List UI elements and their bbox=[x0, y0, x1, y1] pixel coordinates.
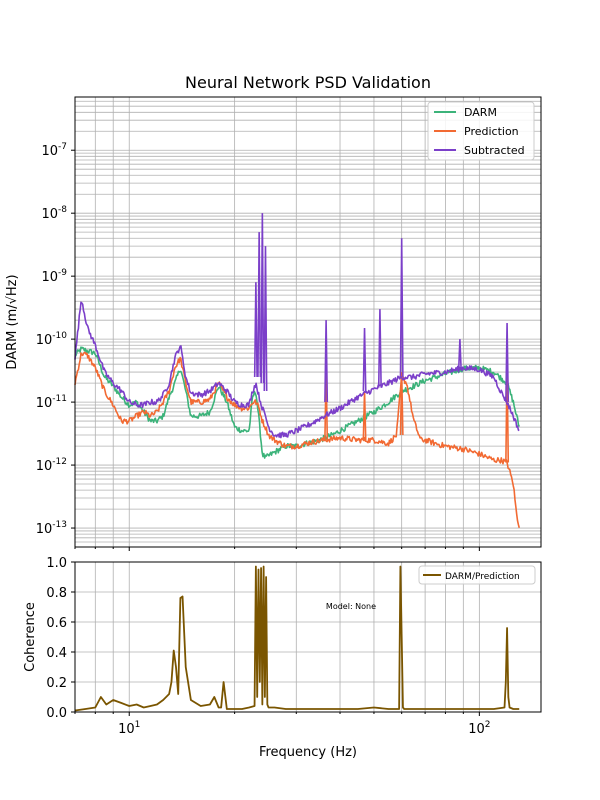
coherence-x-tick-label: 102 bbox=[468, 720, 490, 737]
model-annotation: Model: None bbox=[326, 602, 376, 611]
psd-y-tick-label: 10-7 bbox=[41, 142, 67, 159]
psd-spike-prediction bbox=[399, 372, 404, 436]
coherence-ticks: 0.0 0.2 0.4 0.6 0.8 1.0 101 102 bbox=[46, 556, 490, 737]
coherence-plot-area bbox=[74, 565, 520, 712]
psd-spike-subtracted bbox=[257, 232, 262, 378]
coherence-y-tick-label: 0.8 bbox=[46, 586, 67, 601]
psd-plot-area bbox=[74, 213, 521, 528]
psd-spike-subtracted bbox=[324, 320, 329, 403]
coherence-y-tick-label: 0.6 bbox=[46, 616, 67, 631]
coherence-series bbox=[74, 565, 520, 712]
coherence-x-axis-label: Frequency (Hz) bbox=[259, 745, 357, 760]
psd-y-tick-label: 10-9 bbox=[41, 268, 67, 285]
psd-legend: DARM Prediction Subtracted bbox=[427, 101, 535, 161]
coherence-line bbox=[74, 565, 520, 712]
psd-line-subtracted bbox=[74, 301, 520, 439]
coherence-legend-entry: DARM/Prediction bbox=[445, 572, 520, 582]
psd-legend-entry: Prediction bbox=[464, 125, 519, 138]
psd-ticks: 10-13 10-12 10-11 10-10 10-9 10-8 10-7 bbox=[36, 142, 480, 551]
coherence-y-tick-label: 0.0 bbox=[46, 706, 67, 721]
psd-y-tick-label: 10-12 bbox=[36, 457, 67, 474]
coherence-y-tick-label: 1.0 bbox=[46, 556, 67, 571]
coherence-x-tick-label: 101 bbox=[118, 720, 140, 737]
psd-spike-subtracted bbox=[377, 309, 382, 388]
psd-series-darm bbox=[74, 346, 520, 459]
psd-spike-subtracted bbox=[399, 238, 404, 378]
psd-y-tick-label: 10-13 bbox=[36, 520, 67, 537]
psd-y-axis-label: DARM (m/√Hz) bbox=[5, 274, 20, 369]
psd-legend-entry: Subtracted bbox=[464, 144, 525, 157]
psd-panel: 10-13 10-12 10-11 10-10 10-9 10-8 10-7 Neural … bbox=[5, 73, 542, 551]
coherence-y-tick-label: 0.2 bbox=[46, 676, 67, 691]
psd-grid bbox=[74, 96, 541, 548]
psd-y-tick-label: 10-8 bbox=[41, 205, 67, 222]
psd-spike-subtracted bbox=[263, 246, 268, 392]
psd-axes-frame bbox=[74, 96, 542, 548]
coherence-legend-box bbox=[418, 565, 536, 585]
psd-spike-subtracted bbox=[457, 339, 462, 370]
psd-spike-subtracted bbox=[362, 328, 367, 392]
psd-spike-subtracted bbox=[253, 282, 258, 378]
coherence-legend: DARM/Prediction bbox=[418, 565, 536, 585]
psd-legend-entry: DARM bbox=[464, 106, 497, 119]
psd-y-tick-label: 10-10 bbox=[36, 331, 68, 348]
coherence-y-tick-label: 0.4 bbox=[46, 646, 67, 661]
psd-line-darm bbox=[74, 346, 520, 459]
psd-y-tick-label: 10-11 bbox=[36, 394, 67, 411]
coherence-axes-frame bbox=[74, 561, 542, 713]
psd-spike-subtracted bbox=[505, 323, 510, 403]
psd-line-prediction bbox=[74, 351, 521, 528]
psd-spike-subtracted bbox=[260, 213, 265, 384]
psd-legend-box bbox=[427, 101, 535, 161]
psd-series-subtracted bbox=[74, 213, 520, 439]
psd-title: Neural Network PSD Validation bbox=[185, 73, 431, 92]
coherence-y-axis-label: Coherence bbox=[23, 602, 38, 672]
